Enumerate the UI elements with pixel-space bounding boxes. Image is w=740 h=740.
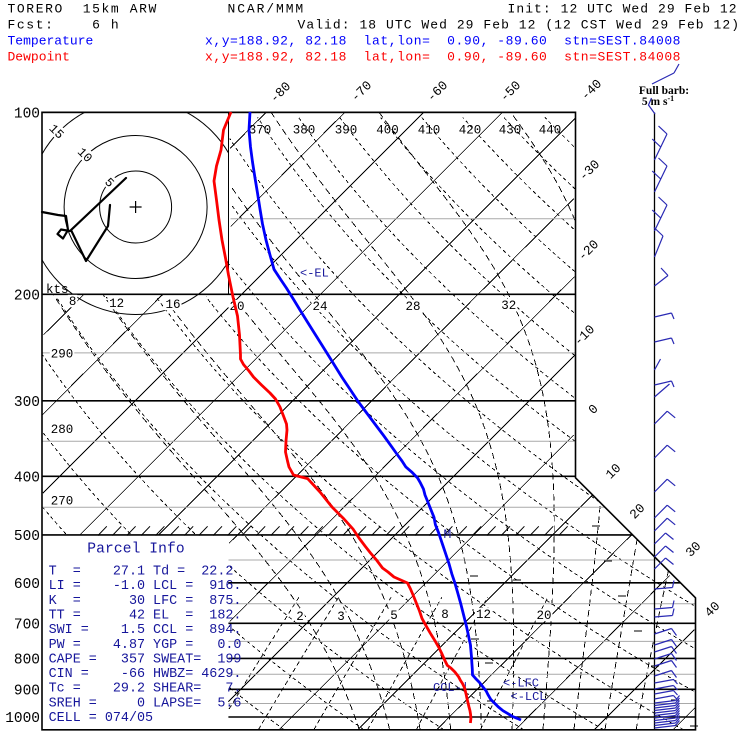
svg-text:Init: 12 UTC Wed 29 Feb 12: Init: 12 UTC Wed 29 Feb 12	[508, 2, 738, 17]
svg-text:300: 300	[14, 395, 40, 411]
svg-text:20: 20	[627, 501, 649, 523]
svg-text:380: 380	[293, 123, 316, 137]
svg-text:Fcst: 6 h: Fcst: 6 h	[8, 18, 121, 33]
svg-text:0: 0	[585, 401, 601, 417]
svg-text:-20: -20	[575, 237, 602, 264]
svg-text:CIN = -66 HWBZ= 4629.: CIN = -66 HWBZ= 4629.	[49, 667, 242, 682]
svg-text:2: 2	[296, 610, 304, 624]
svg-text:600: 600	[14, 577, 40, 593]
svg-text:-30: -30	[576, 157, 603, 184]
svg-text:400: 400	[14, 470, 40, 486]
svg-text:270: 270	[51, 495, 74, 509]
svg-text:Temperature: Temperature	[8, 34, 94, 49]
svg-text:Tc = 29.2 SHEAR= 7.: Tc = 29.2 SHEAR= 7.	[49, 682, 242, 697]
svg-text:440: 440	[539, 123, 562, 137]
svg-text:CELL = 074/05: CELL = 074/05	[49, 711, 153, 726]
svg-text:x,y=188.92, 82.18 lat,lon= 0: x,y=188.92, 82.18 lat,lon= 0.90, -89.60 …	[205, 34, 681, 49]
svg-text:Parcel Info: Parcel Info	[87, 542, 184, 558]
svg-text:12: 12	[109, 297, 124, 311]
svg-text:K = 30 LFC = 875.: K = 30 LFC = 875.	[49, 594, 242, 609]
svg-text:40: 40	[702, 599, 724, 621]
svg-text:Dewpoint: Dewpoint	[8, 50, 70, 65]
svg-text:28: 28	[405, 300, 420, 314]
svg-text:280: 280	[51, 423, 74, 437]
svg-text:12: 12	[476, 608, 491, 622]
svg-text:30: 30	[683, 539, 705, 561]
svg-text:800: 800	[14, 652, 40, 668]
svg-text:-60: -60	[424, 78, 451, 105]
svg-text:Full barb:: Full barb:	[639, 85, 689, 97]
svg-text:LI = -1.0 LCL = 916.: LI = -1.0 LCL = 916.	[49, 579, 242, 594]
svg-text:3: 3	[337, 610, 345, 624]
svg-text:390: 390	[335, 123, 358, 137]
svg-text:-70: -70	[348, 78, 375, 105]
svg-text:500: 500	[14, 529, 40, 545]
svg-text:700: 700	[14, 617, 40, 633]
svg-text:8: 8	[441, 608, 449, 622]
svg-text:-40: -40	[578, 76, 605, 103]
svg-text:TT = 42 EL = 182.: TT = 42 EL = 182.	[49, 609, 242, 624]
svg-text:-80: -80	[267, 79, 294, 106]
svg-text:400: 400	[376, 123, 399, 137]
svg-text:1000: 1000	[5, 711, 40, 727]
svg-text:PW = 4.87 YGP = 0.0: PW = 4.87 YGP = 0.0	[49, 638, 242, 653]
svg-text:<-LFC: <-LFC	[503, 677, 539, 691]
svg-text:<-EL: <-EL	[300, 267, 329, 281]
svg-text:370: 370	[249, 123, 272, 137]
svg-text:8: 8	[69, 295, 77, 309]
svg-text:x,y=188.92, 82.18 lat,lon= 0: x,y=188.92, 82.18 lat,lon= 0.90, -89.60 …	[205, 50, 681, 65]
svg-text:10: 10	[74, 145, 95, 166]
svg-text:32: 32	[501, 299, 516, 313]
svg-text:TORERO 15km ARW: TORERO 15km ARW	[8, 2, 158, 17]
svg-text:CCL-|: CCL-|	[433, 681, 469, 695]
svg-text:24: 24	[312, 300, 327, 314]
svg-text:Valid: 18 UTC Wed 29 Feb 12 (1: Valid: 18 UTC Wed 29 Feb 12 (12 CST Wed …	[298, 18, 740, 33]
svg-text:SWI = 1.5 CCL = 894.: SWI = 1.5 CCL = 894.	[49, 623, 242, 638]
svg-text:430: 430	[499, 123, 522, 137]
svg-text:420: 420	[459, 123, 482, 137]
svg-text:15: 15	[46, 122, 67, 143]
svg-text:10: 10	[603, 461, 625, 483]
svg-text:NCAR/MMM: NCAR/MMM	[228, 2, 306, 17]
svg-text:5 m s-1: 5 m s-1	[642, 94, 674, 108]
svg-text:20: 20	[536, 609, 551, 623]
svg-text:CAPE = 357 SWEAT= 199: CAPE = 357 SWEAT= 199	[49, 652, 242, 667]
svg-text:SREH = 0 LAPSE= 5.6: SREH = 0 LAPSE= 5.6	[49, 696, 242, 711]
svg-text:kts: kts	[46, 283, 69, 297]
svg-text:-50: -50	[497, 78, 524, 105]
svg-text:T = 27.1 Td = 22.2: T = 27.1 Td = 22.2	[49, 565, 234, 580]
svg-text:<-LCL: <-LCL	[511, 690, 547, 704]
svg-text:410: 410	[418, 123, 441, 137]
svg-text:16: 16	[165, 298, 180, 312]
svg-text:290: 290	[51, 348, 74, 362]
svg-text:900: 900	[14, 683, 40, 699]
svg-text:5: 5	[390, 609, 398, 623]
svg-text:M: M	[444, 527, 452, 542]
svg-text:200: 200	[14, 288, 40, 304]
svg-text:100: 100	[14, 106, 40, 122]
